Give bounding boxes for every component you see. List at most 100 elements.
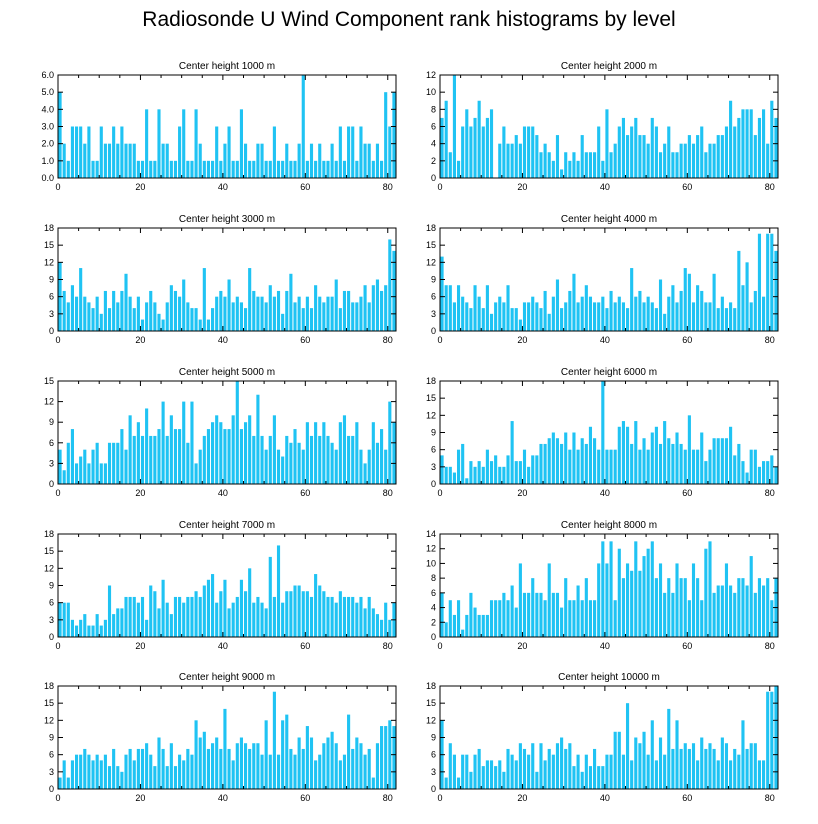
bar	[729, 760, 733, 789]
bar	[510, 143, 514, 178]
bar	[153, 435, 157, 484]
x-tick-label: 40	[600, 182, 610, 192]
bar	[260, 754, 264, 789]
bar	[691, 143, 696, 178]
bar	[535, 135, 539, 178]
bar	[211, 160, 215, 178]
bar	[355, 160, 359, 178]
bar	[531, 743, 535, 789]
bar	[683, 268, 687, 331]
bar	[477, 296, 481, 331]
bar	[268, 556, 272, 637]
bar	[687, 748, 691, 789]
y-tick-label: 12	[44, 563, 54, 573]
bar	[99, 126, 103, 178]
bar	[535, 592, 539, 637]
y-tick-label: 6	[49, 438, 54, 448]
bar	[650, 117, 654, 178]
bar	[384, 285, 388, 331]
bar	[560, 169, 564, 178]
bar	[371, 422, 375, 484]
bar	[485, 117, 489, 178]
bar	[584, 152, 588, 178]
bar	[285, 591, 289, 637]
bar	[351, 435, 355, 484]
bar	[112, 614, 116, 637]
bar	[654, 760, 658, 789]
bar	[522, 449, 527, 484]
bar	[675, 302, 679, 331]
bar	[363, 143, 367, 178]
bar	[276, 290, 281, 331]
bar	[215, 602, 219, 637]
bar	[506, 600, 510, 637]
bar	[120, 771, 124, 789]
bar	[691, 449, 696, 484]
bar	[671, 748, 675, 789]
bar	[671, 152, 675, 178]
bar	[206, 319, 211, 331]
bar	[580, 771, 584, 789]
bar	[124, 273, 128, 331]
bar	[762, 585, 766, 637]
bar	[62, 143, 66, 178]
bar	[190, 754, 194, 789]
bar	[223, 429, 227, 484]
bar	[153, 302, 157, 331]
bar	[658, 152, 663, 178]
bar	[601, 296, 605, 331]
bar	[646, 143, 650, 178]
bar	[774, 117, 778, 178]
bar	[363, 463, 367, 484]
bar	[489, 109, 494, 178]
bar	[215, 296, 219, 331]
bar	[749, 556, 753, 637]
bar	[128, 296, 132, 331]
bar	[128, 143, 132, 178]
bar	[145, 109, 149, 178]
bar	[568, 449, 572, 484]
x-tick-label: 80	[765, 641, 775, 651]
bar	[79, 754, 83, 789]
bar	[527, 126, 531, 178]
bar	[465, 109, 469, 178]
y-tick-label: 15	[44, 240, 54, 250]
bar	[588, 426, 593, 484]
bar	[66, 160, 70, 178]
bar	[551, 592, 555, 637]
bar	[223, 143, 227, 178]
bar	[194, 109, 198, 178]
y-tick-label: 15	[44, 376, 54, 386]
bar	[510, 754, 514, 789]
bar	[87, 302, 91, 331]
bar	[70, 126, 74, 178]
bar	[494, 302, 498, 331]
x-tick-label: 0	[55, 335, 60, 345]
bar	[762, 461, 766, 484]
bar	[729, 100, 733, 178]
bar	[190, 308, 194, 331]
y-tick-label: 2.0	[41, 139, 54, 149]
bar	[161, 143, 165, 178]
bar	[276, 545, 281, 637]
bar	[452, 302, 456, 331]
bar	[342, 596, 347, 637]
panel-title: Center height 9000 m	[179, 672, 275, 683]
bar	[235, 596, 239, 637]
bar	[448, 600, 452, 637]
bar	[58, 449, 62, 484]
bar	[272, 415, 276, 484]
bar	[252, 435, 256, 484]
bar	[514, 308, 518, 331]
bar	[452, 614, 456, 637]
bar	[473, 466, 477, 484]
bar	[194, 463, 198, 484]
bar	[116, 608, 120, 637]
bar	[696, 578, 700, 637]
bar	[322, 591, 326, 637]
y-tick-label: 0	[431, 173, 436, 183]
bar	[564, 152, 568, 178]
bar	[173, 766, 178, 789]
y-tick-label: 3	[49, 767, 54, 777]
bar	[440, 117, 444, 178]
